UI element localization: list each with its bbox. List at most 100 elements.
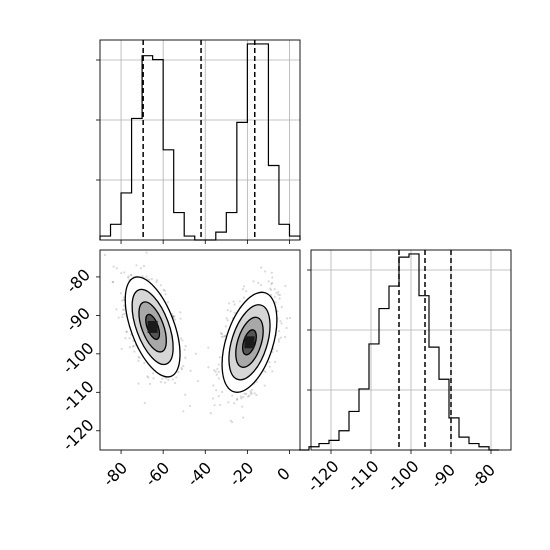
scatter-point (247, 395, 250, 398)
scatter-point (224, 334, 227, 338)
scatter-point (280, 322, 283, 325)
scatter-point (220, 333, 223, 336)
scatter-point (277, 338, 280, 341)
hist2-frame (310, 249, 512, 451)
scatter-point (278, 297, 281, 300)
scatter-point (138, 356, 141, 359)
scatter-point (137, 355, 140, 359)
scatter-point (122, 304, 126, 307)
scatter-point (143, 401, 146, 405)
histogram-param-1-panel (96, 39, 301, 244)
scatter-point (274, 360, 277, 364)
scatter-point (151, 372, 155, 375)
scatter-ytick-label: -120 (59, 415, 98, 454)
scatter-point (249, 390, 252, 393)
scatter-point (123, 271, 126, 274)
scatter-point (173, 381, 177, 385)
scatter-point (259, 283, 263, 287)
hist2-xtick-label: -80 (467, 460, 499, 492)
scatter-point (277, 293, 280, 296)
scatter-point (212, 384, 215, 387)
scatter-point (233, 303, 236, 306)
scatter-point (264, 270, 267, 273)
scatter-point (269, 288, 272, 292)
scatter-point (182, 410, 185, 413)
scatter-point (124, 337, 127, 340)
scatter-point (242, 396, 245, 399)
scatter-point (184, 356, 187, 359)
scatter-point (251, 388, 254, 392)
scatter-point (217, 363, 220, 366)
scatter-point (217, 370, 220, 373)
scatter-point (228, 302, 231, 305)
scatter-point (252, 280, 255, 283)
scatter-point (207, 346, 210, 349)
scatter-point (127, 275, 130, 278)
scatter-point (226, 319, 229, 322)
hist1-bin (226, 213, 237, 240)
histogram-param-2-panel: -120 -110 -100 -90 -80 (299, 249, 512, 496)
hist2-xtick-label: -110 (344, 457, 383, 496)
scatter-point (270, 271, 273, 274)
scatter-point (273, 288, 276, 291)
scatter-param-1-vs-param-2-panel: -80 -60 -40 -20 0 -80 -90-100-110-120 (59, 249, 301, 490)
scatter-point (142, 264, 146, 268)
scatter-point (268, 361, 271, 364)
scatter-point (150, 277, 153, 281)
scatter-point (123, 308, 126, 311)
scatter-point (137, 359, 140, 362)
scatter-frame (99, 249, 301, 451)
scatter-point (111, 281, 115, 284)
scatter-point (148, 382, 152, 385)
scatter-point (180, 366, 183, 369)
scatter-point (253, 392, 256, 395)
hist2-bin (369, 344, 379, 450)
scatter-point (161, 377, 164, 380)
scatter-point (125, 330, 128, 333)
hist1-bin (289, 236, 300, 240)
hist1-bin (247, 44, 258, 240)
hist1-bin (174, 213, 185, 240)
hist1-bin (100, 236, 111, 240)
scatter-point (209, 412, 212, 415)
scatter-point (122, 298, 125, 301)
scatter-point (148, 278, 151, 281)
hist2-bin (479, 447, 489, 450)
scatter-point (238, 300, 241, 303)
scatter-point (180, 337, 183, 340)
scatter-point (233, 311, 236, 314)
hist2-xtick-label: -90 (427, 460, 459, 492)
scatter-point (152, 377, 155, 380)
scatter-point (226, 309, 229, 312)
scatter-point (285, 326, 288, 330)
scatter-point (120, 271, 123, 275)
scatter-point (273, 295, 276, 298)
scatter-point (122, 308, 125, 311)
hist1-bin (216, 232, 227, 240)
hist1-bin (184, 236, 195, 240)
scatter-point (229, 419, 232, 422)
hist1-bin (258, 44, 269, 240)
hist2-bin (409, 254, 419, 450)
scatter-point (229, 310, 232, 313)
scatter-point (194, 352, 197, 355)
scatter-point (214, 370, 217, 373)
scatter-point (111, 280, 114, 284)
scatter-point (181, 339, 184, 342)
hist2-xtick-label: -100 (384, 457, 423, 496)
scatter-point (130, 274, 133, 277)
scatter-point (179, 311, 182, 314)
scatter-point (216, 367, 219, 371)
scatter-point (213, 369, 216, 372)
scatter-point (277, 340, 280, 343)
hist1-step-outline (99, 43, 301, 241)
scatter-point (278, 329, 281, 333)
scatter-point (139, 267, 142, 270)
scatter-point (159, 284, 162, 287)
scatter-point (269, 287, 272, 290)
hist2-bin (339, 431, 349, 450)
scatter-point (184, 344, 187, 348)
scatter-point (248, 394, 251, 397)
scatter-point (264, 370, 267, 374)
scatter-point (217, 377, 221, 380)
